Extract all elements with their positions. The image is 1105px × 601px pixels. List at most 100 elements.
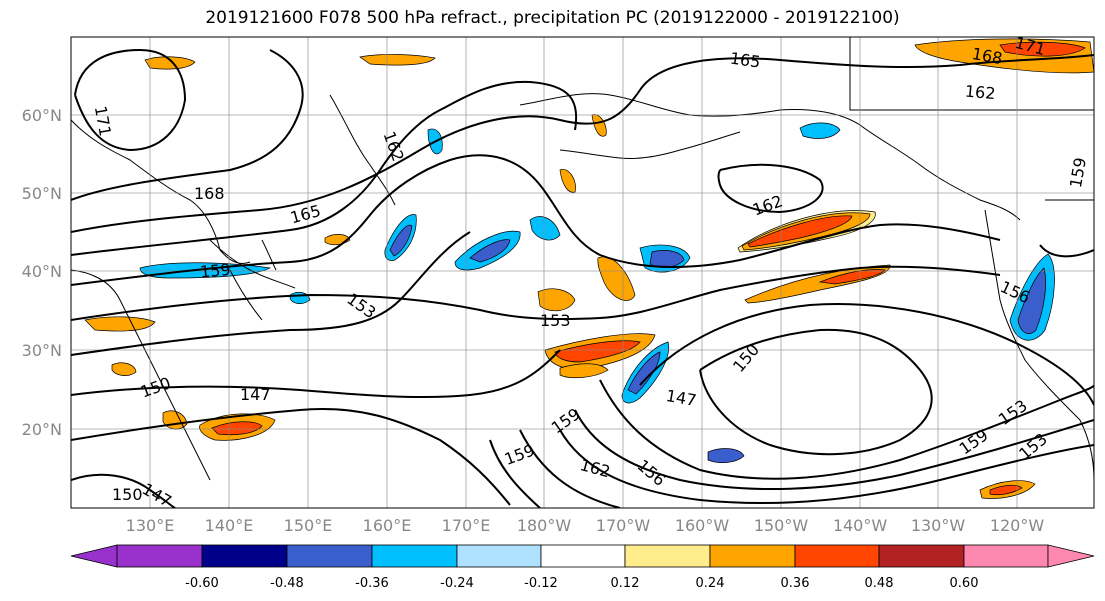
colorbar-tick-label: -0.48 [270, 576, 304, 591]
colorbar-segment [116, 544, 203, 568]
colorbar-tick-label: 0.12 [611, 576, 640, 591]
colorbar-tick-label: 0.60 [950, 576, 979, 591]
coastline-na-west [984, 209, 1094, 481]
precip-blob [389, 224, 413, 257]
precip-blob [144, 56, 196, 70]
colorbar-tick-label: 0.36 [781, 576, 810, 591]
colorbar-tick-label: -0.36 [355, 576, 389, 591]
contour-line [71, 265, 1001, 321]
precip-blob [559, 363, 609, 379]
contour-line [74, 48, 187, 152]
colorbar-segment [963, 544, 1049, 568]
colorbar-ticks: -0.60 -0.48 -0.36 -0.24 -0.12 0.12 0.24 … [185, 576, 978, 591]
colorbar-segment [709, 544, 796, 568]
contour-line [1039, 244, 1094, 258]
colorbar-tick-label: 0.24 [696, 576, 725, 591]
precip-blob [359, 54, 436, 66]
contour-label: 165 [729, 49, 762, 72]
precip-blob [84, 316, 156, 332]
precip-blob [747, 215, 853, 248]
contour-line [639, 303, 1094, 406]
colorbar-segment [624, 544, 711, 568]
contour-label: 150 [112, 485, 143, 504]
contour-line [71, 231, 471, 356]
border-box [849, 37, 1094, 201]
precip-blob [627, 351, 661, 395]
precip-blob [1017, 267, 1046, 334]
lat-label: 60°N [22, 106, 62, 125]
latitude-labels: 60°N 50°N 40°N 30°N 20°N [22, 106, 62, 439]
contour-line [71, 80, 578, 256]
colorbar-tick-label: 0.48 [865, 576, 894, 591]
contour-line [71, 349, 561, 399]
lon-label: 170°E [442, 516, 491, 535]
lon-label: 170°W [596, 516, 651, 535]
contour-line [71, 49, 304, 201]
colorbar-segment [201, 544, 288, 568]
contour-line [699, 328, 933, 456]
contour-label: 162 [964, 82, 996, 104]
colorbar-segment [371, 544, 458, 568]
contour-line [599, 379, 1094, 480]
lon-label: 180°W [517, 516, 572, 535]
lon-label: 150°W [754, 516, 809, 535]
map-frame [70, 36, 1095, 509]
precip-blob [799, 122, 841, 139]
lat-label: 50°N [22, 184, 62, 203]
colorbar-segment [286, 544, 373, 568]
graticule [71, 37, 1094, 508]
precip-blob [529, 216, 561, 241]
colorbar-tick-label: -0.60 [185, 576, 219, 591]
colorbar-segment [878, 544, 965, 568]
lon-label: 160°E [363, 516, 412, 535]
lon-label: 120°W [990, 516, 1045, 535]
colorbar-tick-label: -0.12 [524, 576, 558, 591]
precipitation-shading [84, 38, 1094, 499]
precip-blob [999, 41, 1086, 57]
contour-line [71, 154, 1001, 286]
coastline-aleutians [559, 131, 741, 159]
colorbar-segment [540, 544, 626, 568]
precip-blob [591, 114, 607, 137]
contour-line [71, 473, 176, 508]
contour-line [71, 54, 1094, 233]
contour-line [519, 429, 621, 508]
precip-blob [469, 239, 511, 263]
longitude-labels: 130°E 140°E 150°E 160°E 170°E 180°W 170°… [126, 516, 1045, 535]
contour-label: 153 [540, 311, 571, 330]
contour-line [559, 429, 1094, 505]
lat-label: 20°N [22, 420, 62, 439]
contour-label: 159 [199, 260, 231, 282]
colorbar-segment [70, 544, 118, 568]
colorbar-segment [1047, 544, 1095, 568]
coastline-japan [229, 239, 277, 321]
contour-line [489, 439, 541, 508]
refractivity-contours [71, 48, 1094, 508]
map-title: 2019121600 F078 500 hPa refract., precip… [205, 8, 900, 28]
contour-label: 147 [240, 385, 271, 404]
coastline-alaska [519, 93, 1021, 221]
precip-blob [111, 362, 137, 376]
contour-line [71, 408, 511, 506]
colorbar-tick-label: -0.24 [440, 576, 474, 591]
lon-label: 140°W [833, 516, 888, 535]
lon-label: 130°E [126, 516, 175, 535]
lon-label: 130°W [911, 516, 966, 535]
lon-label: 140°E [205, 516, 254, 535]
precip-blob [707, 448, 745, 463]
precip-blob [818, 269, 886, 285]
contour-line [574, 409, 1094, 491]
lon-label: 150°E [284, 516, 333, 535]
precip-blob [989, 484, 1023, 496]
colorbar [70, 544, 1095, 568]
colorbar-segment [794, 544, 880, 568]
contour-line [717, 163, 824, 214]
lon-label: 160°W [675, 516, 730, 535]
precip-blob [537, 288, 576, 312]
colorbar-segment [456, 544, 542, 568]
lat-label: 40°N [22, 262, 62, 281]
precip-blob [211, 421, 263, 436]
precip-blob [559, 168, 576, 193]
contour-label: 168 [194, 184, 225, 203]
